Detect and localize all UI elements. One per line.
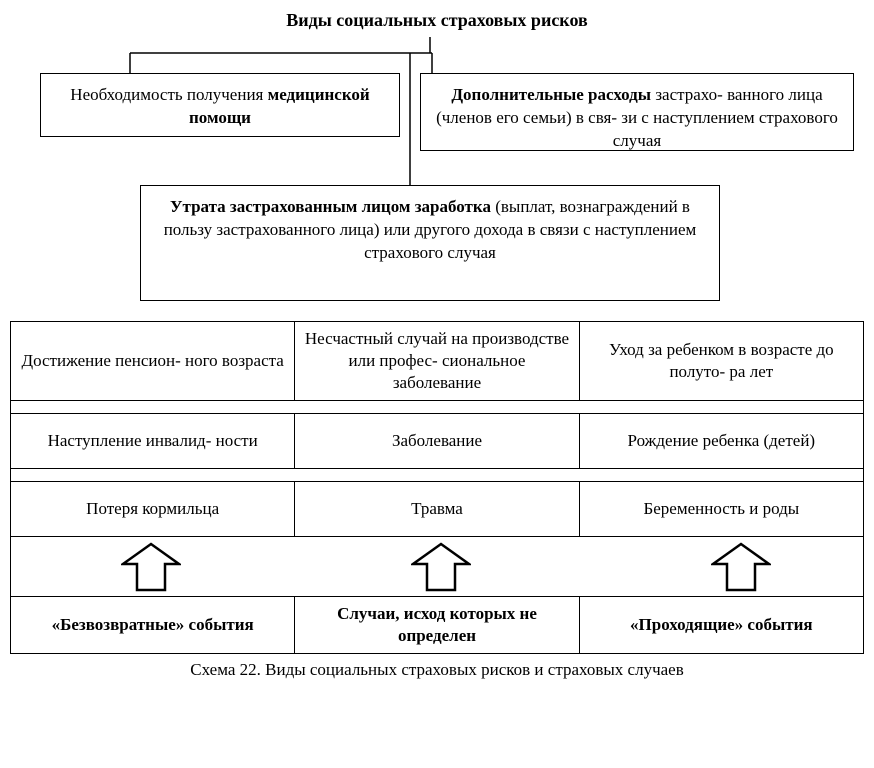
tree-box-bottom-bold: Утрата застрахованным лицом заработка [170, 197, 491, 216]
table-cell: Травма [295, 482, 579, 536]
tree-box-left: Необходимость получения медицинской помо… [40, 73, 400, 137]
tree-box-bottom: Утрата застрахованным лицом заработка (в… [140, 185, 720, 301]
table-bottom-label: «Проходящие» события [580, 596, 863, 653]
up-arrow-icon [411, 542, 471, 592]
table-bottom-label: «Безвозвратные» события [11, 596, 295, 653]
table-gap [11, 400, 863, 414]
up-arrow-icon [711, 542, 771, 592]
table-bottom-label: Случаи, исход которых не определен [295, 596, 579, 653]
up-arrow-icon [121, 542, 181, 592]
tree-area: Необходимость получения медицинской помо… [10, 35, 864, 315]
table-cell: Заболевание [295, 414, 579, 468]
table-row: Достижение пенсион- ного возраста Несчас… [11, 322, 863, 400]
diagram-title: Виды социальных страховых рисков [10, 10, 864, 31]
table-gap [11, 468, 863, 482]
table-row: Потеря кормильца Травма Беременность и р… [11, 482, 863, 536]
table-cell: Наступление инвалид- ности [11, 414, 295, 468]
figure-caption: Схема 22. Виды социальных страховых риск… [10, 660, 864, 680]
table-cell: Беременность и роды [580, 482, 863, 536]
table-cell: Уход за ребенком в возрасте до полуто- р… [580, 322, 863, 400]
tree-box-right: Дополнительные расходы застрахо- ванного… [420, 73, 854, 151]
table-bottom-row: «Безвозвратные» события Случаи, исход ко… [11, 596, 863, 653]
arrow-row [11, 536, 863, 596]
tree-box-left-prefix: Необходимость получения [70, 85, 267, 104]
tree-box-right-bold: Дополнительные расходы [451, 85, 651, 104]
table-cell: Несчастный случай на производстве или пр… [295, 322, 579, 400]
table-cell: Достижение пенсион- ного возраста [11, 322, 295, 400]
table-row: Наступление инвалид- ности Заболевание Р… [11, 414, 863, 468]
events-table: Достижение пенсион- ного возраста Несчас… [10, 321, 864, 654]
table-cell: Потеря кормильца [11, 482, 295, 536]
table-cell: Рождение ребенка (детей) [580, 414, 863, 468]
